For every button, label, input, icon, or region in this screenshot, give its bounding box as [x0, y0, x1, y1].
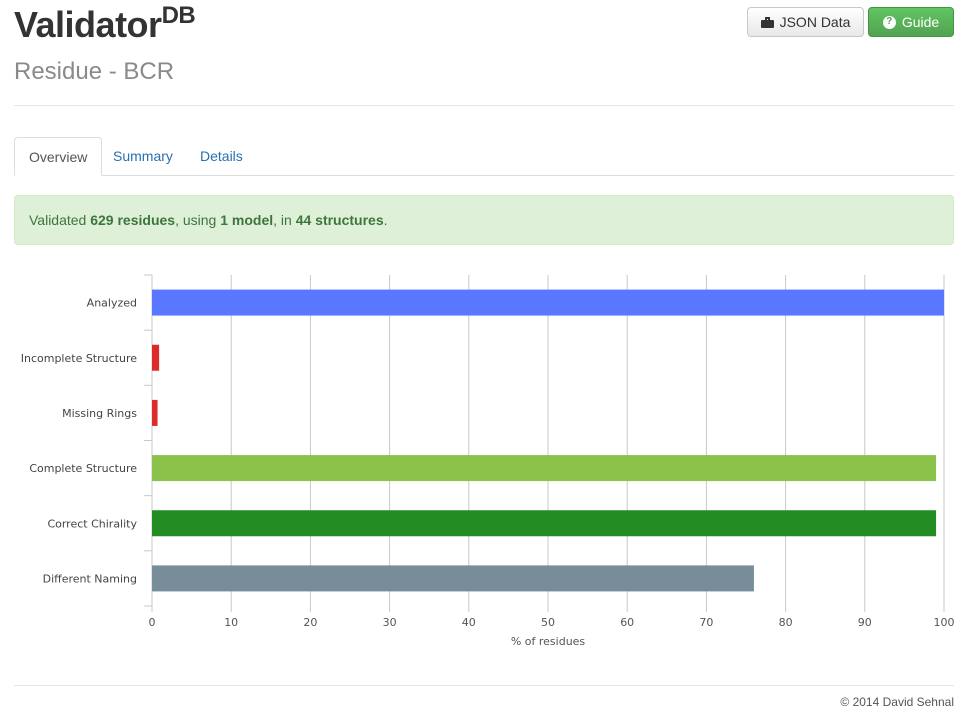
guide-label: Guide	[901, 14, 940, 30]
footer-copyright: © 2014 David Sehnal	[840, 695, 954, 709]
x-tick-label: 50	[541, 616, 555, 629]
residue-validation-chart: 0 10 20 30 40 50 60 70 80 90 100 Analyzed Incomplete…	[21, 274, 955, 648]
bar-missing-rings	[152, 399, 158, 426]
validation-summary-alert: Validated 629 residues, using 1 model, i…	[14, 195, 954, 245]
bar-incomplete-structure	[152, 344, 160, 371]
header-divider	[14, 105, 954, 106]
footer-divider	[14, 685, 954, 686]
x-tick-label: 100	[934, 616, 955, 629]
alert-model-count: 1 model	[220, 212, 274, 228]
tab-bar: Overview Summary Details	[14, 137, 954, 176]
category-label: Correct Chirality	[47, 517, 137, 530]
x-tick-label: 70	[699, 616, 713, 629]
alert-text-suffix: .	[383, 212, 388, 228]
x-tick-label: 60	[620, 616, 634, 629]
alert-text-prefix: Validated	[29, 212, 91, 228]
category-label: Complete Structure	[29, 462, 137, 475]
x-tick-label: 40	[462, 616, 476, 629]
bar-different-naming	[152, 565, 754, 592]
tab-summary[interactable]: Summary	[113, 148, 173, 164]
json-data-label: JSON Data	[779, 14, 851, 30]
tab-details[interactable]: Details	[200, 148, 243, 164]
page-subtitle: Residue - BCR	[14, 58, 175, 85]
category-label: Missing Rings	[62, 407, 137, 420]
bar-analyzed	[152, 289, 944, 316]
x-tick-label: 20	[303, 616, 317, 629]
category-label: Incomplete Structure	[21, 352, 137, 365]
bar-complete-structure	[152, 455, 937, 482]
briefcase-icon	[760, 17, 774, 28]
alert-residue-count: 629 residues	[90, 212, 176, 228]
app-title-text: Validator	[14, 4, 162, 45]
x-tick-label: 10	[224, 616, 238, 629]
x-tick-label: 80	[779, 616, 793, 629]
category-label: Analyzed	[87, 297, 137, 310]
x-tick-label: 90	[858, 616, 872, 629]
tab-overview[interactable]: Overview	[14, 137, 103, 176]
guide-button[interactable]: ? Guide	[868, 7, 954, 37]
alert-text-mid1: , using	[175, 212, 221, 228]
x-tick-label: 30	[383, 616, 397, 629]
app-title-superscript: DB	[161, 2, 196, 29]
alert-structure-count: 44 structures	[295, 212, 384, 228]
x-axis-label: % of residues	[511, 635, 586, 648]
category-label: Different Naming	[43, 572, 137, 585]
json-data-button[interactable]: JSON Data	[747, 7, 864, 37]
question-circle-icon: ?	[882, 15, 896, 29]
alert-text-mid2: , in	[273, 212, 296, 228]
bar-correct-chirality	[152, 510, 937, 537]
x-tick-label: 0	[149, 616, 156, 629]
app-title: ValidatorDB	[14, 2, 196, 46]
